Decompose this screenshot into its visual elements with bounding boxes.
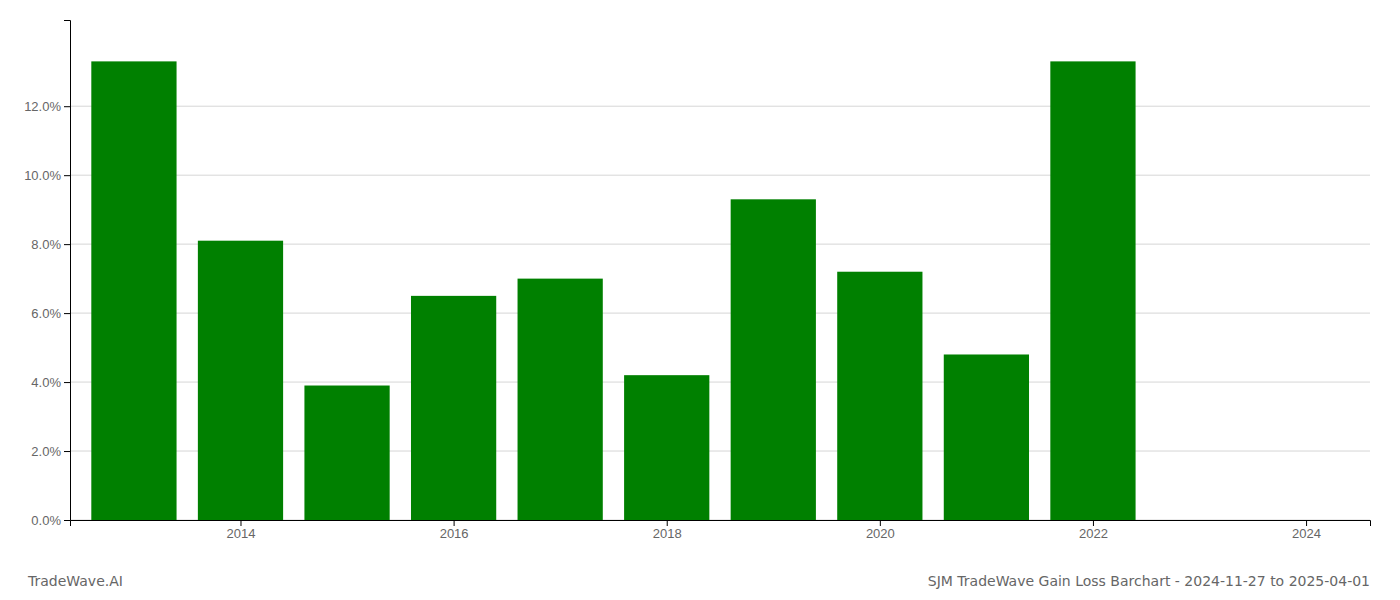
x-axis-line bbox=[71, 521, 1371, 527]
y-tick-label: 10.0% bbox=[24, 168, 61, 183]
x-tick-label: 2022 bbox=[1079, 526, 1108, 541]
bar bbox=[304, 386, 389, 520]
bar bbox=[731, 199, 816, 520]
y-tick-mark bbox=[64, 451, 70, 452]
x-tick: 2022 bbox=[1079, 520, 1108, 541]
bars bbox=[91, 61, 1135, 520]
chart: 0.0%2.0%4.0%6.0%8.0%10.0%12.0%2014201620… bbox=[0, 0, 1400, 600]
y-tick: 0.0% bbox=[31, 513, 70, 528]
bar bbox=[198, 241, 283, 520]
x-tick-mark bbox=[1093, 520, 1094, 526]
y-tick-label: 12.0% bbox=[24, 99, 61, 114]
grid bbox=[70, 106, 1370, 520]
y-tick-mark bbox=[64, 106, 70, 107]
grid-line bbox=[70, 106, 1370, 107]
x-axis: 2014 2016 2018 2020 2022 2024 bbox=[71, 520, 1371, 541]
y-tick: 2.0% bbox=[31, 444, 70, 459]
x-tick-mark bbox=[454, 520, 455, 526]
bar bbox=[518, 279, 603, 520]
x-tick-mark bbox=[240, 520, 241, 526]
x-tick-label: 2018 bbox=[653, 526, 682, 541]
x-tick-mark bbox=[667, 520, 668, 526]
bar bbox=[411, 296, 496, 520]
x-tick-label: 2016 bbox=[440, 526, 469, 541]
y-tick: 8.0% bbox=[31, 237, 70, 252]
y-tick: 10.0% bbox=[24, 168, 70, 183]
bar bbox=[1050, 61, 1135, 520]
bar bbox=[837, 272, 922, 520]
y-tick-mark bbox=[64, 175, 70, 176]
plot: 0.0%2.0%4.0%6.0%8.0%10.0%12.0%2014201620… bbox=[24, 21, 1370, 542]
x-tick: 2016 bbox=[440, 520, 469, 541]
y-tick-mark bbox=[64, 244, 70, 245]
y-tick-label: 0.0% bbox=[31, 513, 61, 528]
y-tick-label: 6.0% bbox=[31, 306, 61, 321]
y-axis-line bbox=[64, 21, 71, 521]
bar bbox=[624, 375, 709, 520]
x-tick: 2014 bbox=[227, 520, 256, 541]
x-tick: 2024 bbox=[1292, 520, 1321, 541]
y-tick-mark bbox=[64, 520, 70, 521]
y-tick-label: 8.0% bbox=[31, 237, 61, 252]
y-tick: 12.0% bbox=[24, 99, 70, 114]
x-tick-mark bbox=[880, 520, 881, 526]
y-tick: 4.0% bbox=[31, 375, 70, 390]
x-tick: 2020 bbox=[866, 520, 895, 541]
x-tick-label: 2020 bbox=[866, 526, 895, 541]
y-axis: 0.0% 2.0% 4.0% 6.0% 8.0% 10.0% 12.0% bbox=[24, 21, 70, 528]
x-tick: 2018 bbox=[653, 520, 682, 541]
y-tick-label: 4.0% bbox=[31, 375, 61, 390]
x-tick-mark bbox=[1306, 520, 1307, 526]
bar bbox=[944, 354, 1029, 520]
y-tick-label: 2.0% bbox=[31, 444, 61, 459]
grid-line bbox=[70, 175, 1370, 176]
title: SJM TradeWave Gain Loss Barchart - 2024-… bbox=[928, 573, 1370, 589]
y-tick-mark bbox=[64, 382, 70, 383]
bar bbox=[91, 61, 176, 520]
x-tick-label: 2024 bbox=[1292, 526, 1321, 541]
annotation: TradeWave.AI bbox=[27, 573, 123, 589]
y-tick: 6.0% bbox=[31, 306, 70, 321]
y-tick-mark bbox=[64, 313, 70, 314]
x-tick-label: 2014 bbox=[227, 526, 256, 541]
